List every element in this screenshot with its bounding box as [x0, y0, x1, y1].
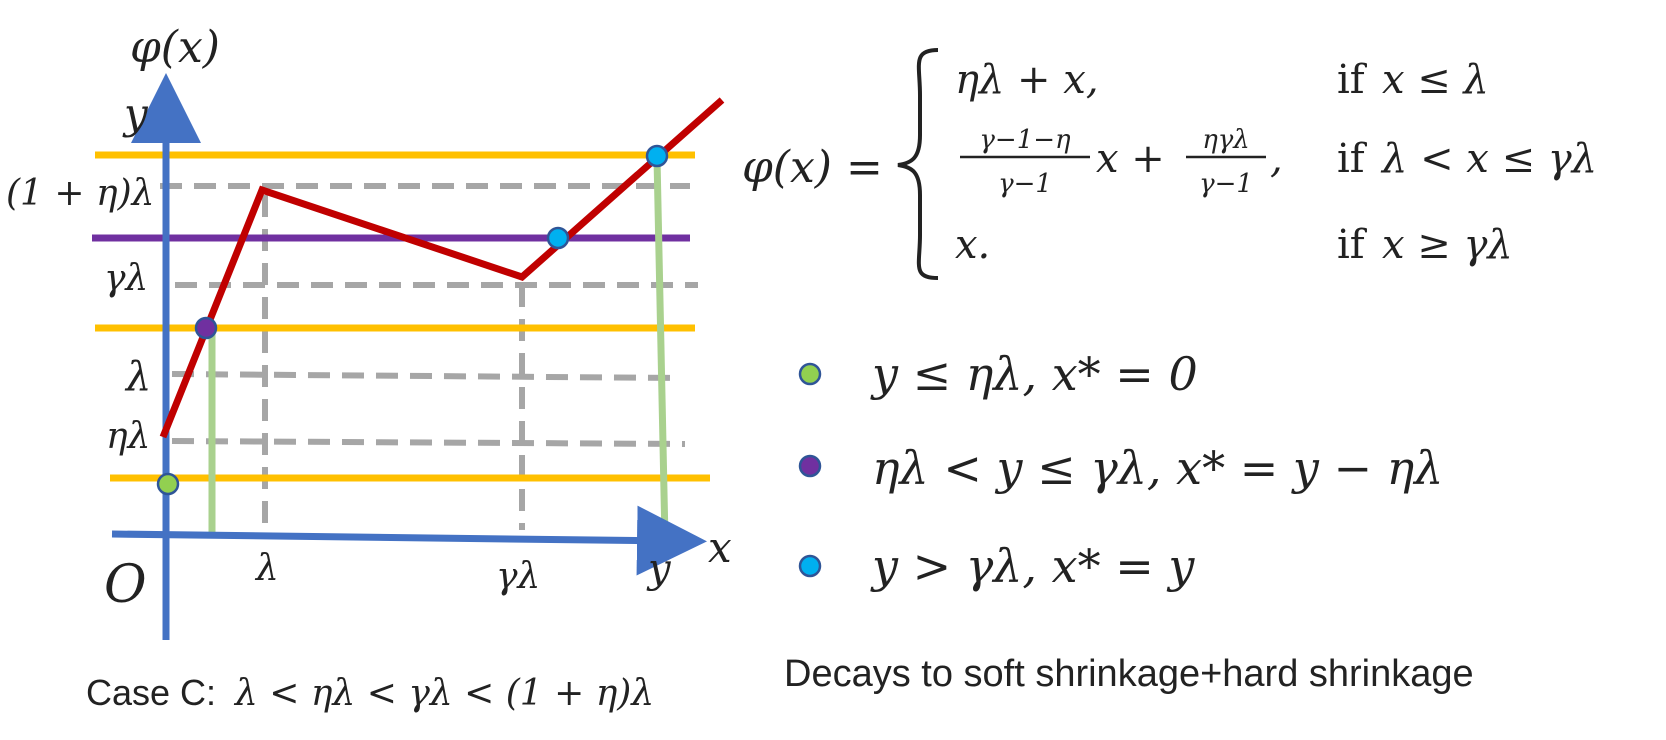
legend-dot-purple: [798, 454, 822, 478]
formula-lhs: φ(x) =: [742, 142, 883, 193]
formula-case-2-frac1-den: γ−1: [998, 169, 1052, 199]
formula-brace: [897, 48, 939, 280]
phi-curve: [159, 97, 725, 439]
case-caption-prefix: Case C:: [86, 672, 216, 713]
formula-case-1-expr: ηλ + x,: [955, 57, 1099, 103]
legend-text-purple: ηλ < y ≤ γλ, x* = y − ηλ: [872, 441, 1443, 495]
decay-note: Decays to soft shrinkage+hard shrinkage: [784, 653, 1474, 695]
dot-purple-point: [194, 316, 218, 340]
y-tick-lambda: λ: [124, 354, 151, 400]
guide-line-eta-lambda: [171, 438, 686, 447]
y-tick-eta-lambda: ηλ: [106, 416, 150, 457]
legend-dot-blue: [798, 554, 822, 578]
y-tick-gamma-lambda: γλ: [104, 258, 148, 299]
legend-text-blue: y > γλ, x* = y: [870, 539, 1195, 593]
formula-case-1-cond: x ≤ λ: [1382, 57, 1489, 103]
case-caption-math: λ < ηλ < γλ < (1 + η)λ: [233, 673, 654, 714]
legend: y ≤ ηλ, x* = 0 ηλ < y ≤ γλ, x* = y − ηλ …: [798, 347, 1443, 593]
legend-dot-green: [798, 362, 822, 386]
formula-case-2-frac1-num: γ−1−η: [979, 125, 1071, 155]
phi-axis-label: φ(x): [130, 22, 220, 73]
y-axis-label: y: [122, 89, 149, 138]
formula-case-3-cond: x ≥ γλ: [1382, 222, 1513, 268]
x-axis: [111, 505, 707, 576]
guide-line-lambda: [171, 371, 681, 381]
dot-blue-point-middle: [546, 226, 570, 250]
formula-case-3-if: if: [1337, 222, 1368, 268]
formula-case-2-mid: x +: [1096, 136, 1165, 182]
case-caption: Case C: λ < ηλ < γλ < (1 + η)λ: [86, 672, 654, 714]
x-tick-lambda: λ: [254, 548, 279, 589]
formula-case-2-tail: ,: [1270, 136, 1283, 182]
y-tick-1-plus-eta-lambda: (1 + η)λ: [6, 173, 154, 214]
guide-lines: [160, 183, 698, 530]
legend-text-green: y ≤ ηλ, x* = 0: [870, 347, 1198, 401]
dot-blue-point-top: [645, 144, 669, 168]
formula-case-2-if: if: [1337, 136, 1368, 182]
formula-case-3-expr: x.: [955, 222, 990, 268]
formula-case-2-cond: λ < x ≤ γλ: [1380, 136, 1597, 182]
origin-label: O: [104, 555, 147, 615]
dot-green-point: [156, 472, 180, 496]
x-axis-label: x: [708, 523, 732, 572]
x-tick-y: y: [646, 546, 672, 592]
formula-case-2-frac2-num: ηγλ: [1202, 125, 1250, 155]
formula-case-2-frac2-den: γ−1: [1199, 169, 1253, 199]
x-tick-gamma-lambda: γλ: [496, 556, 540, 597]
projection-line-right: [653, 157, 669, 541]
piecewise-formula: φ(x) = ηλ + x, if x ≤ λ γ−1−η γ−1 x + ηγ…: [742, 48, 1597, 280]
formula-case-1-if: if: [1337, 57, 1368, 103]
